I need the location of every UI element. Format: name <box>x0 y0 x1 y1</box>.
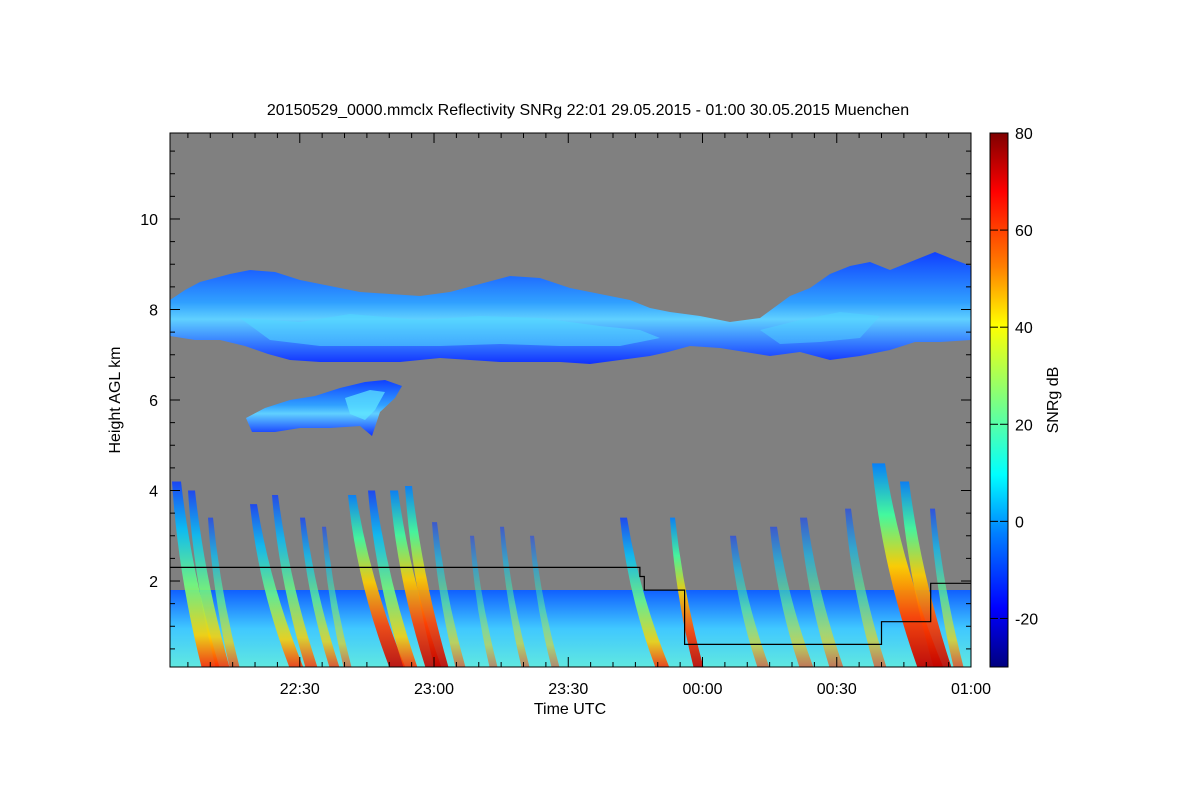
minor-ticks <box>170 133 971 667</box>
y-tick-label: 2 <box>149 574 158 591</box>
y-tick-label: 4 <box>149 484 158 501</box>
y-axis: 2 4 6 8 10 <box>140 212 971 591</box>
y-axis-title: Height AGL km <box>107 346 124 453</box>
colorbar-tick-label: 20 <box>1015 417 1033 434</box>
fall-streak <box>670 517 704 667</box>
fall-streak <box>300 517 340 667</box>
y-tick-label: 8 <box>149 302 158 319</box>
x-tick-label: 22:30 <box>280 681 320 698</box>
chart-title: 20150529_0000.mmclx Reflectivity SNRg 22… <box>267 102 909 119</box>
colorbar <box>989 132 1009 668</box>
fall-streak <box>470 535 498 667</box>
x-tick-label: 01:00 <box>951 681 991 698</box>
colorbar-tick-label: 40 <box>1015 320 1033 337</box>
x-tick-label: 23:30 <box>548 681 588 698</box>
fall-streak <box>930 508 964 667</box>
x-axis: 22:30 23:00 23:30 00:00 00:30 01:00 <box>280 133 991 698</box>
fall-streak <box>208 517 240 667</box>
fall-streak <box>188 490 230 667</box>
fall-streak <box>620 517 670 667</box>
colorbar-tick-label: 60 <box>1015 223 1033 240</box>
fall-streak <box>272 495 318 667</box>
fall-streak <box>530 535 560 667</box>
colorbar-tick-label: 0 <box>1015 514 1024 531</box>
fall-streak <box>730 535 770 667</box>
fall-streak <box>405 485 449 667</box>
mid-cloud-core <box>345 390 385 420</box>
fall-streak <box>500 526 530 667</box>
fall-streak <box>172 481 220 667</box>
y-tick-label: 6 <box>149 393 158 410</box>
fall-streak <box>845 508 887 667</box>
fall-streak <box>800 517 844 667</box>
x-tick-label: 00:00 <box>682 681 722 698</box>
x-axis-title: Time UTC <box>534 701 606 718</box>
fall-streak <box>368 490 418 667</box>
fall-streak <box>900 481 952 667</box>
upper-cloud-core <box>240 314 660 346</box>
fall-streaks <box>172 463 964 667</box>
fall-streak <box>432 522 466 667</box>
fall-streak <box>390 490 442 667</box>
colorbar-ticks: -20 0 20 40 60 80 <box>990 126 1038 628</box>
colorbar-tick-label: -20 <box>1015 611 1038 628</box>
x-tick-label: 23:00 <box>414 681 454 698</box>
plot-area <box>170 133 971 667</box>
upper-cloud-core-right <box>760 312 880 344</box>
x-tick-label: 00:30 <box>817 681 857 698</box>
boundary-height-line <box>170 566 971 646</box>
fall-streak <box>872 463 944 667</box>
fall-streak <box>770 526 814 667</box>
fall-streak <box>250 504 304 667</box>
y-tick-label: 10 <box>140 212 158 229</box>
colorbar-tick-label: 80 <box>1015 126 1033 143</box>
fall-streak <box>322 526 352 667</box>
colorbar-title: SNRg dB <box>1045 367 1062 434</box>
fall-streak <box>348 495 406 667</box>
